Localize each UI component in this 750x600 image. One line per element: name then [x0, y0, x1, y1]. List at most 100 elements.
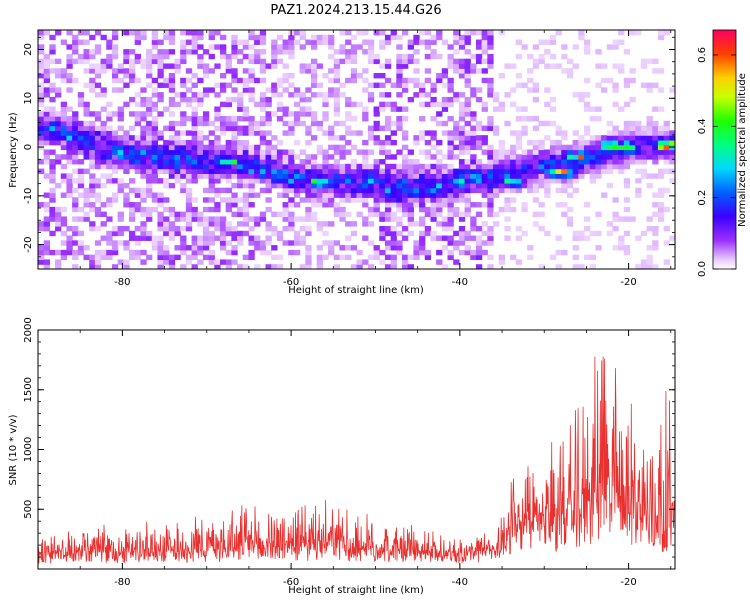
- spectrogram-cell: [555, 173, 562, 179]
- spectrogram-cell: [282, 111, 289, 117]
- spectrogram-cell: [248, 73, 255, 79]
- spectrogram-cell: [572, 178, 579, 184]
- spectrogram-cell: [55, 73, 62, 79]
- spectrogram-cell: [43, 216, 50, 222]
- spectrogram-cell: [601, 154, 608, 160]
- spectrogram-cell: [510, 168, 517, 174]
- spectrogram-cell: [584, 139, 591, 146]
- spectrogram-cell: [578, 96, 585, 103]
- spectrogram-cell: [271, 225, 278, 232]
- spectrogram-cell: [55, 87, 62, 93]
- spectrogram-cell: [117, 116, 124, 122]
- spectrogram-cell: [146, 211, 153, 218]
- spectrogram-cell: [407, 182, 414, 189]
- spectrogram-cell: [117, 125, 124, 131]
- spectrogram-cell: [504, 202, 511, 208]
- spectrogram-cell: [669, 130, 675, 136]
- spectrogram-cell: [407, 39, 414, 45]
- spectrogram-cell: [214, 225, 221, 232]
- spectrogram-cell: [345, 235, 352, 241]
- spectrogram-cell: [441, 197, 449, 203]
- spectrogram-cell: [265, 87, 272, 93]
- spectrogram-cell: [453, 34, 460, 41]
- spectrogram-cell: [402, 154, 409, 160]
- spectrogram-cell: [390, 202, 397, 208]
- spectrogram-cell: [83, 49, 90, 55]
- spectrogram-cell: [470, 216, 477, 222]
- spectrogram-cell: [208, 254, 215, 261]
- spectrogram-cell: [595, 245, 602, 251]
- spectrogram-cell: [163, 139, 170, 146]
- spectrogram-cell: [521, 82, 528, 88]
- spectrogram-cell: [259, 49, 267, 55]
- spectrogram-cell: [254, 235, 261, 241]
- spectrogram-cell: [265, 63, 272, 69]
- spectrogram-cell: [43, 130, 50, 136]
- spectrogram-cell: [185, 39, 193, 45]
- spectrogram-cell: [94, 63, 102, 69]
- spectrogram-cell: [282, 130, 289, 136]
- spectrogram-cell: [146, 149, 153, 155]
- spectrogram-cell: [487, 178, 494, 184]
- spectrogram-cell: [60, 101, 68, 108]
- spectrogram-cell: [657, 149, 665, 155]
- spectrogram-cell: [271, 159, 278, 165]
- spectrogram-cell: [157, 235, 164, 241]
- spectrogram-cell: [333, 168, 341, 174]
- spectrogram-cell: [316, 254, 323, 261]
- spectrogram-cell: [271, 149, 278, 155]
- spectrogram-cell: [237, 178, 244, 184]
- spectrogram-cell: [487, 168, 494, 174]
- spectrogram-cell: [151, 159, 159, 165]
- spectrogram-cell: [498, 254, 505, 261]
- spectrogram-cell: [60, 178, 68, 184]
- spectrogram-cell: [413, 249, 420, 256]
- spectrogram-cell: [225, 225, 232, 232]
- spectrogram-cell: [663, 139, 670, 146]
- spectrogram-cell: [487, 187, 494, 194]
- spectrogram-cell: [373, 163, 380, 170]
- spectrogram-cell: [43, 259, 50, 265]
- spectrogram-cell: [328, 197, 335, 203]
- x-tick-label: -20: [620, 277, 636, 288]
- spectrogram-cell: [83, 202, 90, 208]
- spectrogram-cell: [584, 235, 591, 241]
- spectrogram-cell: [464, 49, 471, 55]
- spectrogram-cell: [350, 73, 358, 79]
- spectrogram-cell: [487, 92, 494, 98]
- spectrogram-cell: [578, 149, 585, 155]
- spectrogram-cell: [618, 154, 625, 160]
- spectrogram-cell: [601, 168, 608, 174]
- spectrogram-cell: [55, 211, 62, 218]
- spectrogram-cell: [453, 39, 460, 45]
- spectrogram-cell: [311, 168, 318, 174]
- spectrogram-cell: [66, 116, 73, 122]
- spectrogram-cell: [640, 264, 648, 269]
- spectrogram-cell: [111, 130, 119, 136]
- spectrogram-cell: [225, 178, 232, 184]
- spectrogram-cell: [629, 125, 636, 131]
- spectrogram-cell: [72, 206, 79, 213]
- spectrogram-cell: [168, 82, 176, 88]
- spectrogram-cell: [333, 58, 341, 65]
- spectrogram-cell: [94, 49, 102, 55]
- spectrogram-cell: [288, 82, 295, 88]
- spectrogram-cell: [436, 206, 443, 213]
- spectrogram-cell: [202, 163, 210, 170]
- spectrogram-cell: [566, 206, 574, 213]
- spectrogram-cell: [595, 144, 602, 151]
- spectrogram-cell: [305, 154, 312, 160]
- spectrogram-cell: [94, 249, 102, 256]
- spectrogram-cell: [72, 139, 79, 146]
- spectrogram-cell: [129, 235, 136, 241]
- spectrogram-cell: [55, 68, 62, 74]
- spectrogram-cell: [464, 159, 471, 165]
- spectrogram-cell: [254, 192, 261, 198]
- spectrogram-cell: [379, 259, 386, 265]
- spectrogram-cell: [140, 144, 147, 151]
- spectrogram-cell: [117, 154, 124, 160]
- spectrogram-cell: [373, 125, 380, 131]
- spectrogram-cell: [606, 77, 614, 84]
- spectrogram-cell: [49, 49, 56, 55]
- spectrogram-cell: [487, 53, 494, 60]
